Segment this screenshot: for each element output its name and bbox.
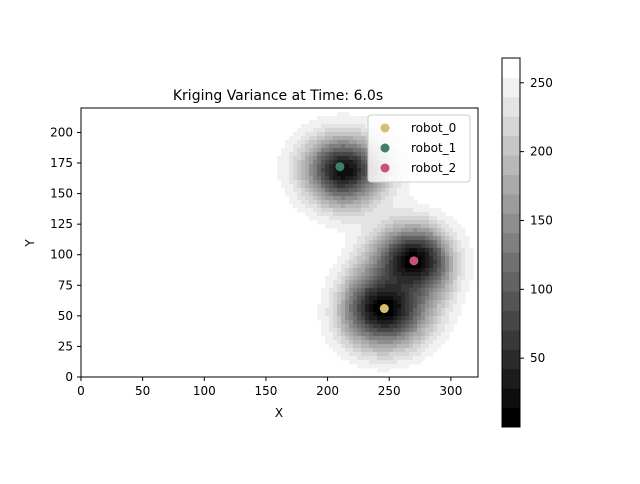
legend-box bbox=[367, 114, 471, 183]
colorbar-band bbox=[502, 155, 520, 176]
colorbar-band bbox=[502, 77, 520, 98]
colorbar-band bbox=[502, 329, 520, 350]
chart-title: Kriging Variance at Time: 6.0s bbox=[173, 88, 383, 104]
colorbar-frame bbox=[501, 57, 521, 428]
point-robot-0 bbox=[379, 304, 389, 314]
y-tick-label: 50 bbox=[58, 309, 73, 323]
x-tick-label: 100 bbox=[193, 384, 216, 398]
colorbar-tick-label: 50 bbox=[530, 351, 545, 365]
x-tick-label: 200 bbox=[316, 384, 339, 398]
x-tick-label: 300 bbox=[439, 384, 462, 398]
legend-marker-robot-1 bbox=[380, 143, 390, 153]
x-tick-label: 0 bbox=[77, 384, 85, 398]
colorbar-band bbox=[502, 271, 520, 292]
colorbar-band bbox=[502, 58, 520, 78]
legend: robot_0 robot_1 robot_2 bbox=[367, 114, 471, 183]
y-tick-label: 200 bbox=[50, 125, 73, 139]
legend-label-robot-0: robot_0 bbox=[411, 121, 456, 135]
colorbar: 50 100 150 200 250 bbox=[501, 57, 553, 428]
colorbar-band bbox=[502, 388, 520, 409]
x-tick-label: 50 bbox=[135, 384, 150, 398]
colorbar-band bbox=[502, 310, 520, 331]
colorbar-band bbox=[502, 213, 520, 234]
colorbar-band bbox=[502, 368, 520, 389]
legend-marker-robot-2 bbox=[380, 163, 390, 173]
y-tick-label: 0 bbox=[65, 370, 73, 384]
colorbar-tick-label: 200 bbox=[530, 145, 553, 159]
point-robot-1 bbox=[335, 162, 345, 172]
x-tick-label: 150 bbox=[254, 384, 277, 398]
colorbar-tick-label: 150 bbox=[530, 213, 553, 227]
y-tick-label: 25 bbox=[58, 339, 73, 353]
colorbar-band bbox=[502, 193, 520, 214]
legend-marker-robot-0 bbox=[380, 123, 390, 133]
y-tick-label: 75 bbox=[58, 278, 73, 292]
y-tick-label: 100 bbox=[50, 248, 73, 262]
colorbar-band bbox=[502, 135, 520, 156]
plot-frame bbox=[80, 107, 479, 378]
colorbar-band bbox=[502, 407, 520, 427]
y-axis-label: Y bbox=[23, 239, 37, 248]
point-robot-2 bbox=[409, 256, 419, 266]
legend-label-robot-1: robot_1 bbox=[411, 141, 456, 155]
colorbar-tick-label: 250 bbox=[530, 76, 553, 90]
y-tick-label: 175 bbox=[50, 156, 73, 170]
colorbar-band bbox=[502, 252, 520, 273]
y-axis: 0 25 50 75 100 125 150 175 200 bbox=[50, 125, 81, 384]
colorbar-band bbox=[502, 96, 520, 117]
colorbar-band bbox=[502, 174, 520, 195]
colorbar-tick-label: 100 bbox=[530, 282, 553, 296]
legend-label-robot-2: robot_2 bbox=[411, 161, 456, 175]
x-tick-label: 250 bbox=[378, 384, 401, 398]
colorbar-band bbox=[502, 116, 520, 137]
x-axis: 0 50 100 150 200 250 300 bbox=[77, 377, 462, 398]
y-tick-label: 150 bbox=[50, 187, 73, 201]
y-tick-label: 125 bbox=[50, 217, 73, 231]
x-axis-label: X bbox=[275, 406, 283, 420]
colorbar-band bbox=[502, 291, 520, 311]
colorbar-band bbox=[502, 349, 520, 370]
colorbar-band bbox=[502, 232, 520, 253]
